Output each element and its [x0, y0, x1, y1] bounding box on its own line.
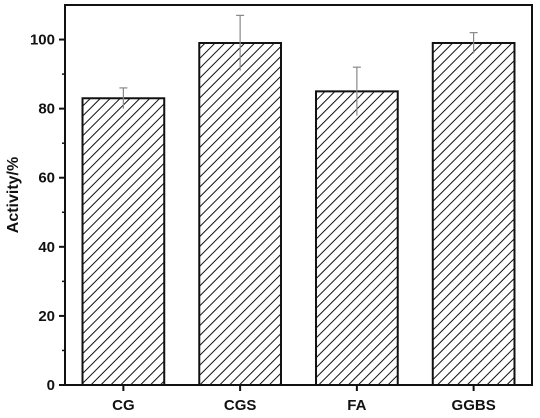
- y-tick-label: 40: [38, 239, 55, 256]
- bar-cgs: [198, 42, 282, 386]
- error-bars-layer: [119, 14, 478, 116]
- y-tick-label: 80: [38, 101, 55, 118]
- error-bar-fa: [352, 66, 361, 116]
- y-tick-label: 20: [38, 308, 55, 325]
- bar-ggbs: [431, 42, 516, 386]
- x-tick-label: FA: [347, 397, 366, 414]
- error-bar-ggbs: [469, 32, 478, 54]
- x-tick-label: CGS: [224, 397, 257, 414]
- error-bar-cg: [119, 87, 128, 109]
- error-bar-cgs: [236, 14, 245, 71]
- bar-cg: [81, 97, 166, 386]
- plot-frame: [64, 4, 533, 386]
- x-axis: CG CGS FA GGBS: [112, 385, 496, 414]
- y-axis-title: Activity/%: [5, 157, 22, 233]
- y-axis: 0 20 40 60 80 100: [30, 32, 65, 394]
- y-tick-label: 100: [30, 32, 55, 49]
- bar-fa: [315, 90, 399, 386]
- bars-layer: [81, 42, 516, 386]
- x-tick-label: CG: [112, 397, 135, 414]
- y-tick-label: 60: [38, 170, 55, 187]
- x-tick-label: GGBS: [452, 397, 496, 414]
- y-tick-label: 0: [47, 377, 55, 394]
